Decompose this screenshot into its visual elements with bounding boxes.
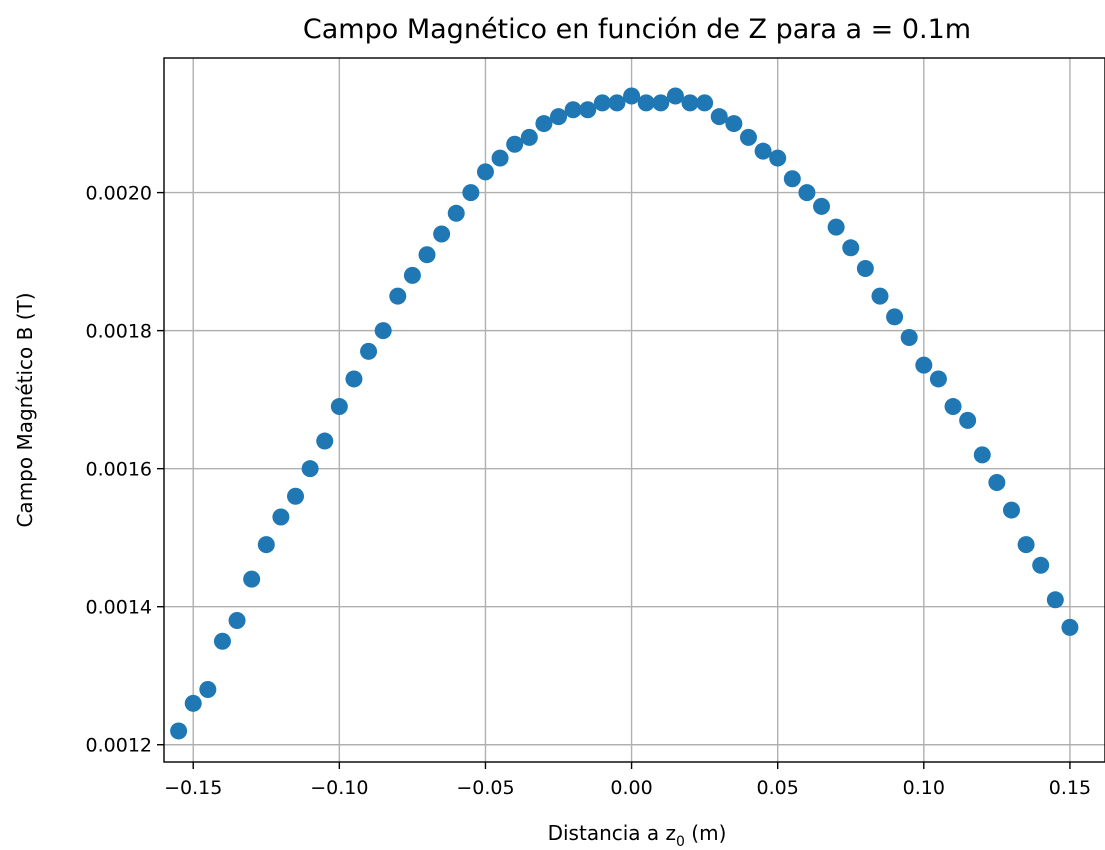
data-point [213,632,231,650]
x-axis-label-unit: (m) [685,821,726,845]
data-point [1002,501,1020,519]
data-point [579,101,597,119]
chart-title: Campo Magnético en función de Z para a =… [303,14,971,45]
x-tick-label: −0.15 [164,777,222,799]
data-point [798,184,816,202]
data-point [915,356,933,374]
data-point [959,411,977,429]
data-point [973,446,991,464]
data-point [374,322,392,340]
data-point [316,432,334,450]
data-point [535,115,553,133]
data-point [184,694,202,712]
data-point [929,370,947,388]
data-point [345,370,363,388]
data-point [403,266,421,284]
y-tick-label: 0.0012 [86,735,152,757]
data-point [988,473,1006,491]
x-tick-label: 0.15 [1049,777,1091,799]
data-point [813,197,831,215]
data-point [739,128,757,146]
data-point [1032,556,1050,574]
data-point [433,225,451,243]
y-tick-label: 0.0020 [86,183,152,205]
data-point [593,94,611,112]
data-point [827,218,845,236]
data-point [330,398,348,416]
x-axis-ticks: −0.15 −0.10 −0.05 0.00 0.05 0.10 0.15 [164,762,1091,799]
data-point [783,170,801,188]
data-point [856,260,874,278]
data-point [418,246,436,264]
y-tick-label: 0.0018 [86,321,152,343]
x-tick-label: −0.05 [456,777,514,799]
x-tick-label: 0.00 [610,777,652,799]
data-point [520,128,538,146]
data-point [666,87,684,105]
data-point [1046,591,1064,609]
data-point [301,460,319,478]
data-point [842,239,860,257]
x-axis-label-subscript: 0 [676,834,685,850]
data-point [681,94,699,112]
data-point [637,94,655,112]
data-point [389,287,407,305]
x-tick-label: 0.10 [903,777,945,799]
y-tick-label: 0.0016 [86,459,152,481]
data-point [696,94,714,112]
data-point [769,149,787,167]
data-point [652,94,670,112]
grid [164,58,1105,762]
x-tick-label: −0.10 [310,777,368,799]
data-point [476,163,494,181]
data-point [871,287,889,305]
data-point [623,87,641,105]
data-point [1061,618,1079,636]
data-point [228,612,246,630]
data-point [900,329,918,347]
y-tick-label: 0.0014 [86,597,152,619]
data-point [170,722,188,740]
data-point [944,398,962,416]
data-point [287,487,305,505]
data-point [1017,536,1035,554]
data-point [725,115,743,133]
data-point [360,342,378,360]
data-point [491,149,509,167]
data-point [608,94,626,112]
data-point [550,108,568,126]
x-axis-label: Distancia a z0 (m) [548,821,727,850]
plot-area-frame [163,57,1105,763]
x-tick-label: 0.05 [757,777,799,799]
data-point [886,308,904,326]
data-point [710,108,728,126]
y-axis-ticks: 0.0012 0.0014 0.0016 0.0018 0.0020 [86,183,164,757]
data-point [754,142,772,160]
data-point [564,101,582,119]
y-axis-label: Campo Magnético B (T) [13,292,37,527]
data-point [447,204,465,222]
data-points [170,87,1079,740]
x-axis-label-main: Distancia a z [548,821,676,845]
data-point [506,135,524,153]
data-point [272,508,290,526]
data-point [199,681,217,699]
data-point [257,536,275,554]
data-point [243,570,261,588]
data-point [462,184,480,202]
